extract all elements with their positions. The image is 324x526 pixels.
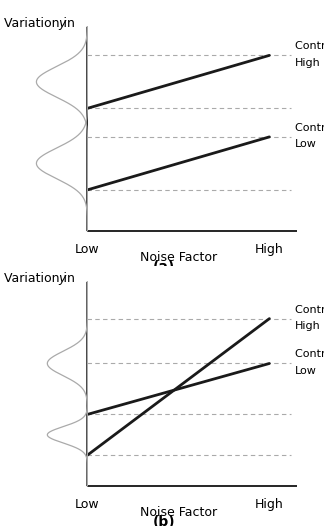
Text: Noise Factor: Noise Factor [140, 251, 217, 264]
Text: Noise Factor: Noise Factor [140, 506, 217, 519]
Text: High: High [255, 498, 284, 511]
Text: Variation in: Variation in [4, 272, 78, 285]
Text: y: y [58, 17, 66, 29]
Text: Low: Low [295, 366, 317, 376]
Text: Variation in: Variation in [4, 17, 78, 29]
Text: Low: Low [295, 139, 317, 149]
Text: Low: Low [75, 243, 100, 256]
Text: (a): (a) [153, 260, 175, 274]
Text: Control Factor: Control Factor [295, 305, 324, 315]
Text: Control Factor: Control Factor [295, 349, 324, 359]
Text: Control Factor: Control Factor [295, 123, 324, 133]
Text: High: High [255, 243, 284, 256]
Text: High: High [295, 321, 321, 331]
Text: Low: Low [75, 498, 100, 511]
Text: y: y [58, 272, 66, 285]
Text: (b): (b) [153, 515, 175, 526]
Text: High: High [295, 57, 321, 68]
Text: Control Factor: Control Factor [295, 41, 324, 51]
